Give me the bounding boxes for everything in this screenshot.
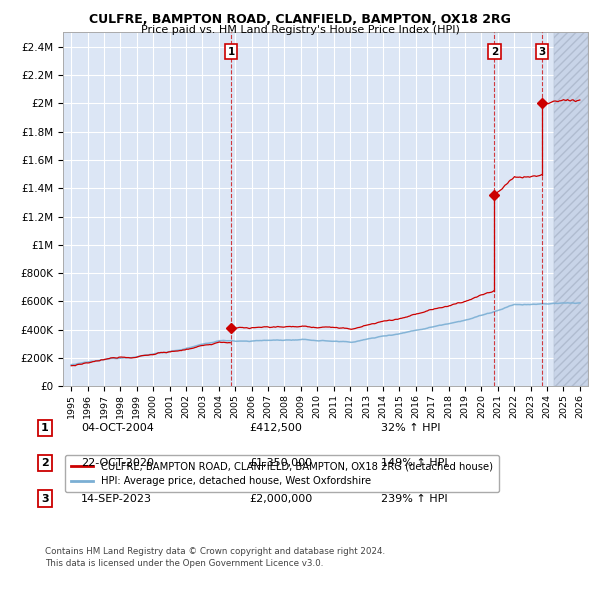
Text: 149% ↑ HPI: 149% ↑ HPI: [381, 458, 448, 468]
Text: Price paid vs. HM Land Registry's House Price Index (HPI): Price paid vs. HM Land Registry's House …: [140, 25, 460, 35]
Text: 239% ↑ HPI: 239% ↑ HPI: [381, 494, 448, 503]
Text: Contains HM Land Registry data © Crown copyright and database right 2024.: Contains HM Land Registry data © Crown c…: [45, 548, 385, 556]
Text: £1,350,000: £1,350,000: [249, 458, 312, 468]
Text: 1: 1: [227, 47, 235, 57]
Text: 2: 2: [41, 458, 49, 468]
Bar: [554, 32, 588, 386]
Legend: CULFRE, BAMPTON ROAD, CLANFIELD, BAMPTON, OX18 2RG (detached house), HPI: Averag: CULFRE, BAMPTON ROAD, CLANFIELD, BAMPTON…: [65, 455, 499, 492]
Text: This data is licensed under the Open Government Licence v3.0.: This data is licensed under the Open Gov…: [45, 559, 323, 568]
Text: 32% ↑ HPI: 32% ↑ HPI: [381, 423, 440, 432]
Text: 22-OCT-2020: 22-OCT-2020: [81, 458, 154, 468]
Text: 3: 3: [41, 494, 49, 503]
Text: 3: 3: [538, 47, 545, 57]
Text: 1: 1: [41, 423, 49, 432]
Bar: [554, 32, 588, 386]
Text: CULFRE, BAMPTON ROAD, CLANFIELD, BAMPTON, OX18 2RG: CULFRE, BAMPTON ROAD, CLANFIELD, BAMPTON…: [89, 13, 511, 26]
Text: £2,000,000: £2,000,000: [249, 494, 312, 503]
Text: 04-OCT-2004: 04-OCT-2004: [81, 423, 154, 432]
Text: 14-SEP-2023: 14-SEP-2023: [81, 494, 152, 503]
Text: 2: 2: [491, 47, 498, 57]
Text: £412,500: £412,500: [249, 423, 302, 432]
